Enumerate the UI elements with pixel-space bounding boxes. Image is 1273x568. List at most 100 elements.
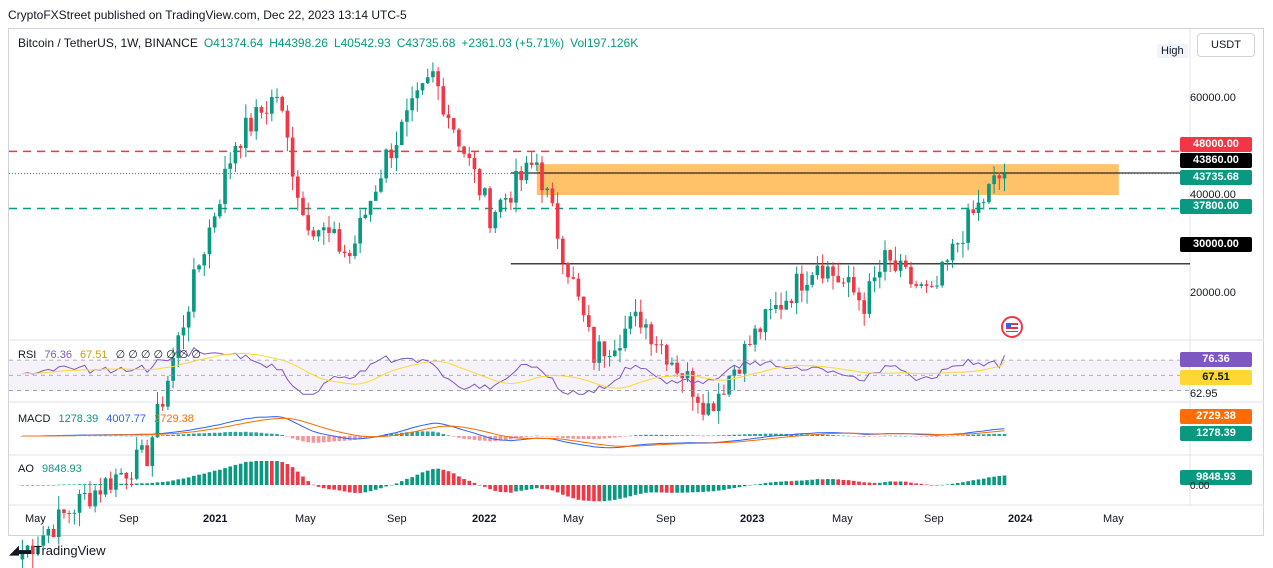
- macd-hist-bar: [306, 436, 311, 443]
- currency-button[interactable]: USDT: [1197, 33, 1255, 57]
- ao-bar: [727, 485, 731, 489]
- ao-bar: [124, 483, 129, 485]
- footer-brand-text: TradingView: [34, 542, 106, 558]
- ao-bar: [997, 476, 1002, 485]
- macd-hist-bar: [202, 433, 207, 436]
- macd-hist-bar: [509, 436, 513, 440]
- ao-bar: [405, 478, 409, 485]
- macd-hist-bar: [753, 433, 757, 436]
- candle-body: [571, 277, 576, 279]
- candle-body: [919, 284, 924, 286]
- macd-name: MACD: [18, 413, 51, 425]
- macd-hist-bar: [815, 434, 820, 436]
- x-label-2021: 2021: [203, 513, 228, 525]
- candle-body: [670, 362, 674, 365]
- ao-bar: [810, 479, 815, 485]
- candle-body: [327, 227, 331, 233]
- macd-hist-bar: [145, 435, 149, 437]
- candle-body: [223, 168, 227, 205]
- ao-bar: [763, 482, 768, 485]
- volume-value: Vol197.126K: [570, 36, 639, 50]
- ao-bar: [841, 479, 846, 485]
- ao-bar: [441, 469, 446, 485]
- candle-body: [576, 278, 581, 297]
- economic-event-flag[interactable]: [1001, 316, 1023, 338]
- candle-body: [269, 97, 274, 114]
- ao-bar: [623, 485, 627, 498]
- candle-body: [155, 403, 160, 438]
- macd-hist-bar: [347, 436, 352, 441]
- candle-body: [431, 71, 435, 78]
- macd-hist-bar: [592, 436, 596, 440]
- ao-bar: [581, 485, 586, 501]
- ao-bar: [119, 483, 123, 485]
- ao-bar: [779, 481, 783, 485]
- candle-body: [867, 281, 872, 314]
- ao-legend[interactable]: AO 9848.93: [18, 463, 87, 475]
- macd-hist-bar: [124, 435, 129, 437]
- candle-body: [202, 254, 207, 266]
- ao-bar: [862, 482, 867, 485]
- macd-hist-bar: [550, 436, 555, 437]
- candle-body: [971, 209, 976, 214]
- x-label-sep-2022: Sep: [656, 513, 676, 525]
- candle-body: [82, 492, 87, 495]
- candle-body: [888, 250, 893, 261]
- close-value: C43735.68: [396, 36, 456, 50]
- ao-bar: [129, 483, 134, 485]
- symbol-name[interactable]: Bitcoin / TetherUS, 1W, BINANCE: [18, 36, 198, 50]
- macd-hist-bar: [134, 435, 139, 437]
- rsi-placeholders: ∅ ∅ ∅ ∅ ∅ ∅ ∅: [115, 349, 202, 361]
- macd-hist-bar: [233, 431, 238, 436]
- footer-brand[interactable]: ◢▬ TradingView: [9, 542, 106, 558]
- candle-body: [93, 490, 97, 507]
- ao-bar: [789, 481, 794, 485]
- ao-bar: [971, 480, 976, 485]
- ao-bar: [301, 476, 305, 485]
- ao-bar: [945, 484, 950, 485]
- macd-hist-bar: [586, 436, 591, 440]
- macd-hist-bar: [644, 434, 648, 436]
- ao-bar: [566, 485, 570, 497]
- ao-bar: [269, 461, 274, 485]
- candle-body: [846, 277, 851, 283]
- macd-hist-bar: [909, 436, 913, 437]
- candle-body: [134, 449, 139, 479]
- macd-hist-bar: [363, 436, 368, 438]
- macd-hist-bar: [462, 436, 466, 439]
- macd-hist-bar: [633, 435, 638, 436]
- ao-bar: [774, 481, 778, 485]
- macd-hist-bar: [851, 436, 856, 437]
- candle-body: [67, 513, 71, 515]
- ao-bar: [638, 485, 643, 494]
- candle-body: [929, 285, 934, 287]
- macd-hist-bar: [295, 436, 300, 441]
- candle-body: [316, 230, 321, 237]
- macd-hist-bar: [353, 436, 357, 440]
- ao-bar: [311, 484, 316, 486]
- ao-bar: [753, 484, 757, 486]
- candle-body: [841, 282, 846, 284]
- ao-bar: [644, 485, 648, 493]
- macd-hist-bar: [441, 434, 446, 436]
- candle-body: [119, 472, 123, 475]
- tradingview-logo-icon: ◢▬: [9, 542, 31, 557]
- candle-body: [831, 266, 835, 276]
- candle-body: [732, 369, 737, 376]
- macd-legend[interactable]: MACD 1278.39 4007.77 2729.38: [18, 413, 199, 425]
- ao-bar: [768, 482, 773, 485]
- ao-bar: [462, 479, 466, 485]
- candle-body: [602, 341, 607, 357]
- ao-bar: [25, 485, 30, 486]
- ao-bar: [992, 476, 996, 485]
- ao-bar: [794, 480, 799, 485]
- candle-body: [415, 90, 420, 99]
- candle-body: [197, 265, 201, 270]
- macd-hist-bar: [690, 435, 695, 436]
- ao-bar: [290, 467, 295, 485]
- rsi-legend[interactable]: RSI 76.36 67.51 ∅ ∅ ∅ ∅ ∅ ∅ ∅: [18, 348, 206, 361]
- ao-bar: [176, 479, 181, 485]
- ao-bar: [612, 485, 617, 500]
- ao-bar: [472, 482, 477, 485]
